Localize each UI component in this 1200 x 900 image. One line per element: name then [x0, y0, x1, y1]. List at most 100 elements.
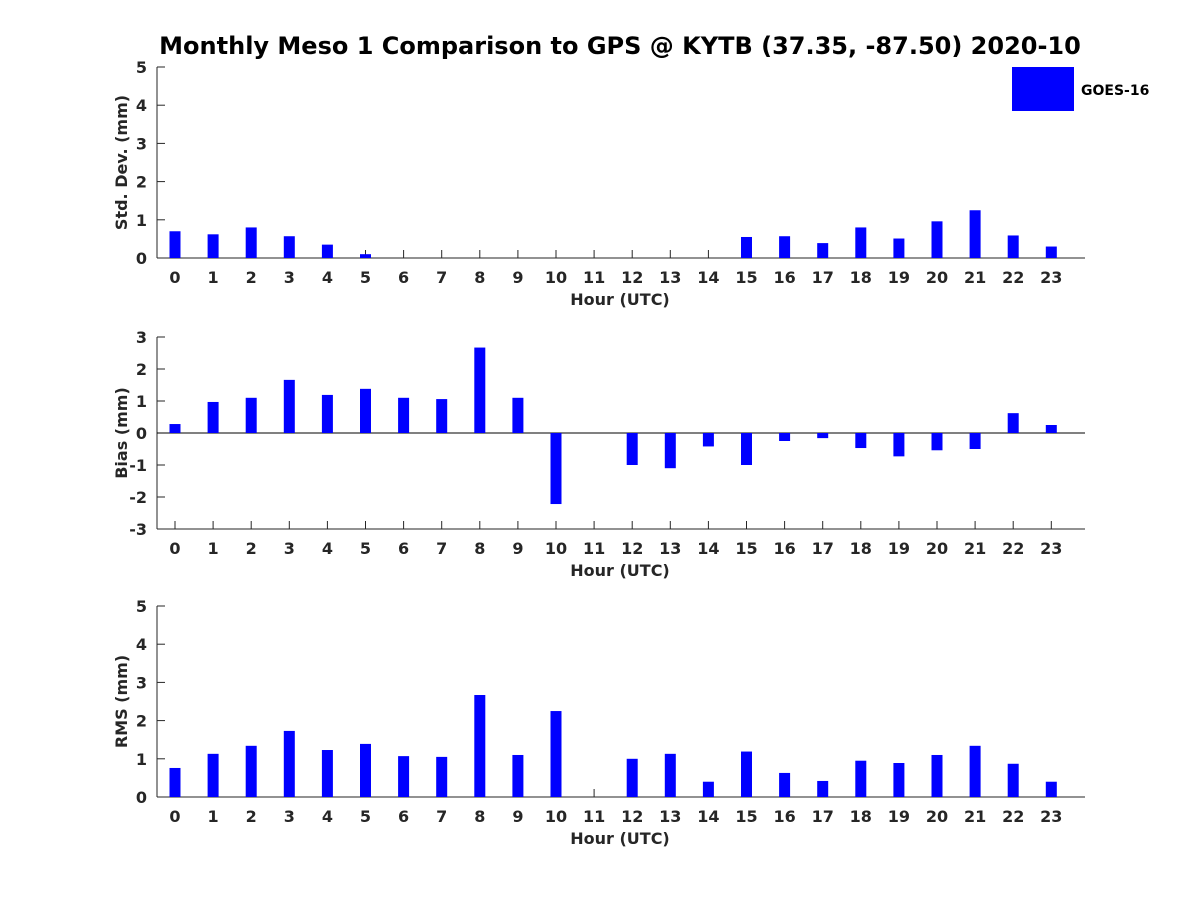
x-tick-label: 3	[284, 539, 295, 558]
x-tick-label: 6	[398, 807, 409, 826]
y-tick-label: 2	[136, 712, 147, 731]
bar-hour-10	[550, 711, 562, 797]
x-tick-label: 0	[169, 539, 180, 558]
x-tick-label: 14	[697, 268, 719, 287]
y-tick-label: -3	[129, 520, 147, 539]
x-tick-label: 12	[621, 539, 643, 558]
bar-hour-9	[512, 754, 524, 797]
y-tick-label: -1	[129, 456, 147, 475]
x-tick-label: 21	[964, 807, 986, 826]
y-tick-label: 0	[136, 424, 147, 443]
bar-hour-2	[245, 397, 257, 433]
x-tick-label: 9	[512, 539, 523, 558]
bar-hour-20	[931, 754, 943, 797]
chart-title: Monthly Meso 1 Comparison to GPS @ KYTB …	[159, 32, 1081, 60]
x-tick-label: 3	[284, 268, 295, 287]
x-tick-label: 11	[583, 268, 605, 287]
x-tick-label: 15	[735, 539, 757, 558]
bar-hour-22	[1007, 413, 1019, 433]
y-tick-label: 1	[136, 392, 147, 411]
x-tick-label: 1	[208, 539, 219, 558]
x-tick-label: 11	[583, 539, 605, 558]
y-tick-label: 5	[136, 597, 147, 616]
bar-hour-8	[474, 347, 486, 433]
bar-hour-4	[321, 750, 333, 797]
y-tick-label: 1	[136, 211, 147, 230]
x-tick-label: 18	[850, 268, 872, 287]
bar-hour-13	[664, 753, 676, 797]
x-tick-label: 22	[1002, 539, 1024, 558]
x-tick-label: 16	[773, 268, 795, 287]
bar-hour-14	[702, 433, 714, 447]
x-tick-label: 10	[545, 807, 567, 826]
x-tick-label: 16	[773, 807, 795, 826]
legend-label: GOES-16	[1081, 83, 1149, 99]
bar-hour-3	[283, 730, 295, 797]
x-tick-label: 8	[474, 268, 485, 287]
legend: GOES-16	[1012, 67, 1149, 111]
bar-hour-21	[969, 745, 981, 797]
bar-hour-8	[474, 695, 486, 797]
bar-hour-15	[741, 236, 752, 258]
bar-hour-14	[702, 781, 714, 797]
bar-hour-22	[1007, 763, 1019, 797]
bar-hour-0	[169, 231, 181, 258]
bar-hour-10	[550, 433, 562, 505]
bar-hour-3	[283, 236, 295, 258]
x-tick-label: 1	[208, 807, 219, 826]
x-tick-label: 23	[1040, 539, 1062, 558]
y-axis-label: Bias (mm)	[112, 387, 131, 479]
bar-hour-9	[512, 397, 524, 433]
bar-hour-18	[855, 760, 867, 797]
x-tick-label: 21	[964, 539, 986, 558]
bar-hour-4	[321, 394, 333, 433]
bar-hour-21	[969, 433, 981, 449]
x-tick-label: 5	[360, 539, 371, 558]
y-tick-label: 2	[136, 173, 147, 192]
x-axis-label: Hour (UTC)	[570, 829, 670, 848]
y-tick-label: 4	[136, 96, 147, 115]
x-tick-label: 14	[697, 539, 719, 558]
bar-hour-5	[360, 254, 371, 258]
x-tick-label: 0	[169, 268, 180, 287]
bar-hour-17	[817, 433, 829, 439]
x-tick-label: 12	[621, 807, 643, 826]
x-tick-label: 17	[812, 268, 834, 287]
x-tick-label: 16	[773, 539, 795, 558]
bar-hour-17	[817, 780, 829, 797]
x-tick-label: 13	[659, 539, 681, 558]
y-axis-label: RMS (mm)	[112, 655, 131, 748]
x-tick-label: 18	[850, 807, 872, 826]
x-tick-label: 23	[1040, 268, 1062, 287]
x-tick-label: 12	[621, 268, 643, 287]
y-tick-label: 2	[136, 360, 147, 379]
bar-hour-16	[779, 772, 791, 797]
x-tick-label: 21	[964, 268, 986, 287]
bar-hour-4	[321, 244, 333, 258]
x-tick-label: 6	[398, 268, 409, 287]
y-tick-label: 0	[136, 249, 147, 268]
bar-hour-1	[207, 401, 219, 433]
x-axis-label: Hour (UTC)	[570, 290, 670, 309]
x-tick-label: 8	[474, 807, 485, 826]
bar-hour-3	[283, 379, 295, 433]
bar-hour-15	[741, 433, 752, 465]
x-tick-label: 14	[697, 807, 719, 826]
y-tick-label: 4	[136, 635, 147, 654]
bar-hour-19	[893, 433, 905, 457]
y-tick-label: 5	[136, 58, 147, 77]
x-tick-label: 17	[812, 539, 834, 558]
bar-hour-0	[169, 424, 181, 433]
bar-hour-17	[817, 243, 829, 258]
bar-hour-18	[855, 227, 867, 258]
x-tick-label: 5	[360, 268, 371, 287]
bar-hour-15	[741, 751, 752, 797]
bar-hour-21	[969, 210, 981, 258]
bar-hour-20	[931, 221, 943, 258]
bar-hour-12	[626, 433, 638, 465]
y-tick-label: -2	[129, 488, 147, 507]
bar-hour-5	[360, 388, 371, 433]
